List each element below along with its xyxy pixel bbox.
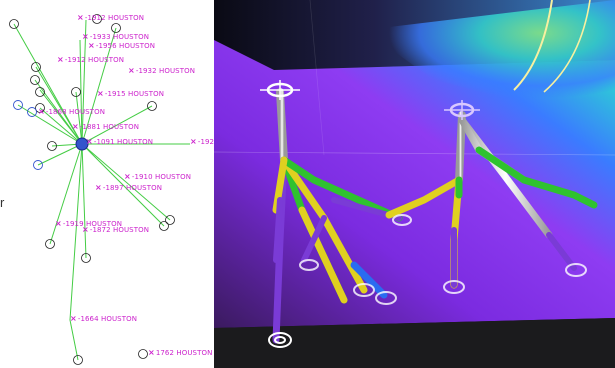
well-x-marker: × (86, 137, 93, 146)
well-label[interactable]: ×-1868 HOUSTON (38, 107, 105, 116)
well-label-text: -1881 HOUSTON (79, 123, 140, 131)
well-map-panel[interactable]: ×-1912 HOUSTON ×-1933 HOUSTON ×-1956 HOUST… (0, 0, 214, 368)
well-label-text: -1091 HOUSTON (93, 138, 154, 146)
terrain-high (364, 0, 615, 110)
surface-edge (214, 318, 615, 368)
well-x-marker: × (38, 107, 45, 116)
selected-well-marker[interactable] (75, 137, 89, 151)
well-label[interactable]: ×-192 (190, 137, 214, 146)
well-label-text: -1910 HOUSTON (131, 173, 192, 181)
well-label-text: -1872 HOUSTON (89, 226, 150, 234)
well-label-text: -192 (197, 138, 214, 146)
well-label-text: -1919 HOUSTON (62, 220, 123, 228)
surface-track (513, 0, 553, 91)
well-label[interactable]: ×-1910 HOUSTON (124, 172, 191, 181)
well-label[interactable]: ×-1933 HOUSTON (82, 32, 149, 41)
well-label-text: -1912 HOUSTON (64, 56, 125, 64)
well-x-marker: × (190, 137, 197, 146)
well-label[interactable]: ×-1872 HOUSTON (82, 225, 149, 234)
well-label[interactable]: ×-1912 HOUSTON (77, 13, 144, 22)
well-x-marker: × (97, 89, 104, 98)
well-path-lines (13, 19, 190, 361)
well-x-marker: × (82, 32, 89, 41)
well-x-marker: × (82, 225, 89, 234)
horizon-surface (214, 40, 615, 328)
well-label-text: -1933 HOUSTON (89, 33, 150, 41)
well-x-marker: × (95, 183, 102, 192)
wellbores-right (385, 111, 598, 289)
well-label[interactable]: ×-1932 HOUSTON (128, 66, 195, 75)
well-circles-selected (13, 100, 43, 170)
well-label[interactable]: ×-1912 HOUSTON (57, 55, 124, 64)
well-label-text: -1664 HOUSTON (77, 315, 138, 323)
well-targets (268, 214, 587, 348)
surface-track (543, 0, 591, 93)
well-label[interactable]: ×-1956 HOUSTON (88, 41, 155, 50)
well-label-text: -1956 HOUSTON (95, 42, 156, 50)
wellhead-markers[interactable] (260, 80, 480, 120)
well-label-text: -1915 HOUSTON (104, 90, 165, 98)
well-label[interactable]: ×-1897 HOUSTON (95, 183, 162, 192)
well-label-text: -1932 HOUSTON (135, 67, 196, 75)
stray-text: r (0, 195, 5, 210)
well-label-text: -1868 HOUSTON (45, 108, 106, 116)
well-x-marker: × (77, 13, 84, 22)
well-x-marker: × (148, 348, 155, 357)
well-label[interactable]: ×-1915 HOUSTON (97, 89, 164, 98)
well-label[interactable]: ×-1091 HOUSTON (86, 137, 153, 146)
well-label-text: -1897 HOUSTON (102, 184, 163, 192)
well-circles (9, 14, 175, 365)
well-x-marker: × (57, 55, 64, 64)
well-label[interactable]: ×1762 HOUSTON (148, 348, 212, 357)
well-x-marker: × (124, 172, 131, 181)
3d-scene[interactable] (214, 0, 615, 368)
grid-line (309, 0, 325, 156)
well-map-canvas[interactable] (0, 0, 214, 368)
well-x-marker: × (128, 66, 135, 75)
well-label-text: 1762 HOUSTON (155, 349, 213, 357)
3d-viewport[interactable] (214, 0, 615, 368)
well-x-marker: × (88, 41, 95, 50)
well-label[interactable]: ×-1881 HOUSTON (72, 122, 139, 131)
well-label-text: -1912 HOUSTON (84, 14, 145, 22)
well-x-marker: × (55, 219, 62, 228)
well-x-marker: × (72, 122, 79, 131)
well-label[interactable]: ×-1664 HOUSTON (70, 314, 137, 323)
well-label[interactable]: ×-1919 HOUSTON (55, 219, 122, 228)
well-x-marker: × (70, 314, 77, 323)
